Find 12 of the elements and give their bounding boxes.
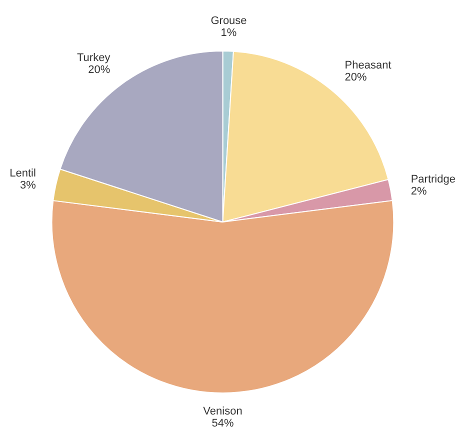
data-label: 2% — [410, 185, 427, 198]
slice-label: Lentil — [10, 167, 36, 180]
slice-label: Venison — [203, 405, 242, 418]
data-label: 3% — [20, 179, 36, 192]
data-label: 20% — [344, 71, 368, 84]
slice-label: Turkey — [76, 52, 111, 64]
data-label: 54% — [212, 417, 234, 430]
data-label: 1% — [220, 26, 237, 39]
slice-label: Pheasant — [344, 59, 392, 72]
data-label: 20% — [88, 64, 110, 76]
slice-label: Grouse — [210, 14, 247, 27]
slice-label: Partridge — [410, 173, 456, 186]
